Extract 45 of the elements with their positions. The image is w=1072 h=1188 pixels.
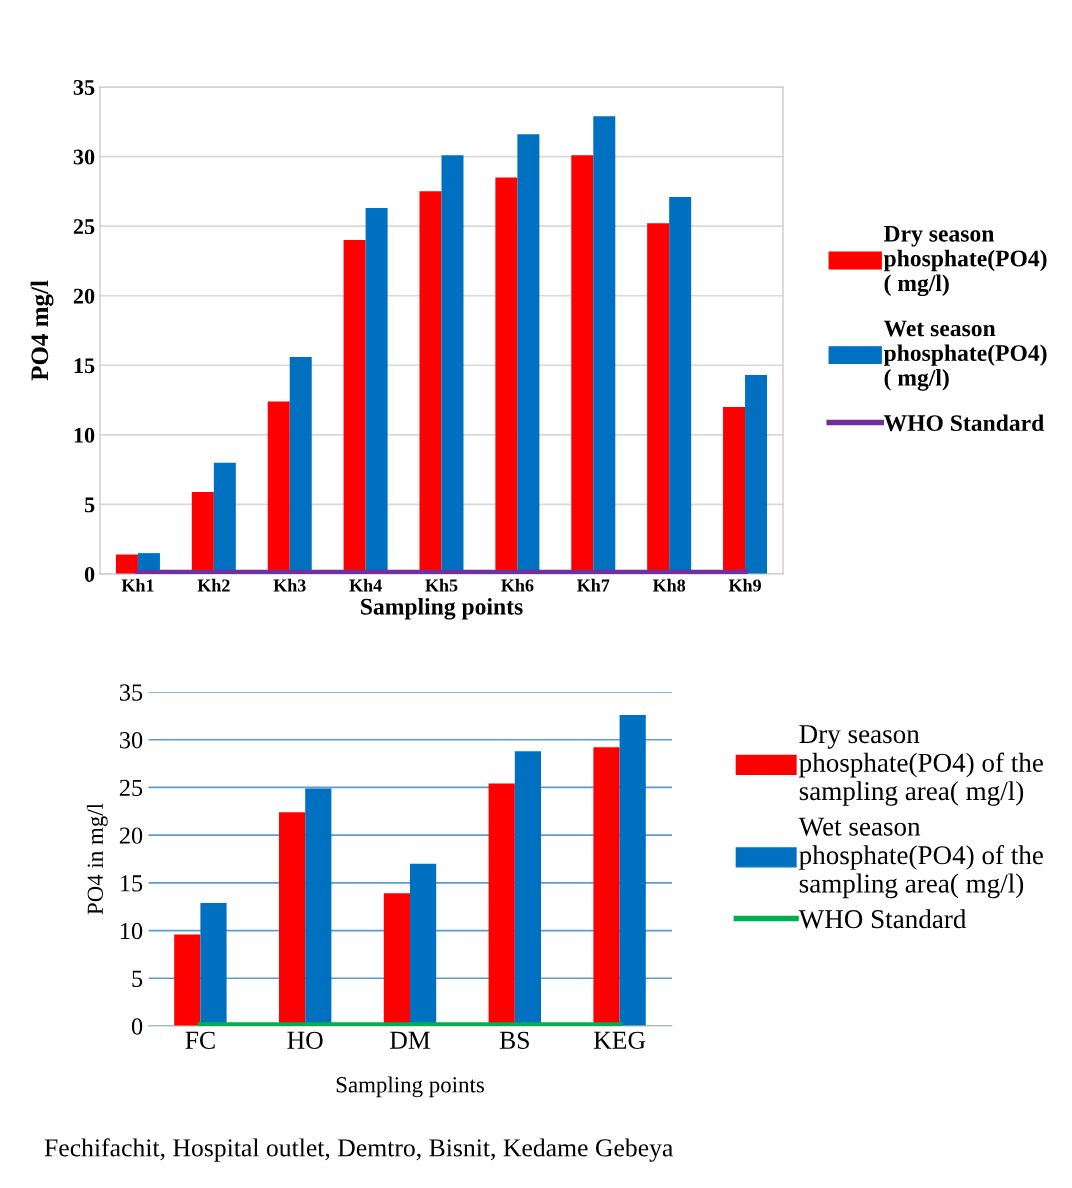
y-tick-label: 5: [132, 970, 143, 987]
x-tick-label: Kh6: [501, 578, 534, 592]
x-tick-label: Kh7: [577, 578, 610, 592]
y-tick-label: 15: [74, 358, 95, 374]
x-tick-label: KEG: [593, 1031, 646, 1049]
x-tick-label: DM: [390, 1031, 430, 1049]
x-tick-label: HO: [287, 1031, 323, 1049]
y-tick-label: 10: [74, 427, 95, 443]
x-axis-title: Sampling points: [361, 598, 523, 620]
x-tick-label: BS: [499, 1031, 529, 1049]
x-tick-label: Kh5: [425, 578, 458, 592]
x-tick-label: Kh1: [121, 578, 154, 592]
x-tick-label: Kh4: [349, 578, 382, 592]
bar: [619, 714, 646, 1026]
bar: [745, 375, 768, 574]
x-tick-label: Kh3: [273, 578, 306, 592]
y-tick-label: 30: [73, 149, 95, 165]
text: Fechifachit, Hospital outlet, Demtro, Bisnit, Kedame Gebeya: [44, 1138, 673, 1162]
y-tick-label: 25: [119, 779, 143, 797]
x-tick-label: FC: [185, 1031, 215, 1049]
legend-label: WHO Standard: [883, 414, 1045, 432]
y-tick-label: 0: [131, 1018, 143, 1035]
y-axis-title: PO4 in mg/l: [86, 803, 108, 915]
y-tick-label: 10: [120, 922, 143, 940]
legend-label: WHO Standard: [798, 909, 967, 929]
x-axis-title: Sampling points: [336, 1076, 484, 1098]
y-tick-label: 15: [120, 875, 143, 892]
legend-label: Wet season phosphate(PO4) ( mg/l): [883, 320, 1047, 391]
legend-label: Dry season phosphate(PO4) of the sampling area( mg/l): [799, 725, 1043, 806]
x-tick-label: Kh8: [652, 578, 686, 592]
x-tick-label: Kh2: [197, 578, 230, 592]
legend-label: Dry season phosphate(PO4) ( mg/l): [883, 225, 1047, 297]
y-tick-label: 20: [119, 827, 143, 844]
y-tick-label: 25: [73, 219, 95, 235]
y-tick-label: 20: [73, 288, 95, 304]
y-tick-label: 30: [120, 731, 143, 749]
y-tick-label: 35: [120, 684, 143, 701]
y-tick-label: 0: [84, 566, 95, 582]
legend-label: Wet season phosphate(PO4) of the sampling area( mg/l): [798, 817, 1043, 899]
y-axis-title: PO4 mg/l: [30, 280, 54, 381]
y-tick-label: 5: [84, 497, 95, 513]
bar: [115, 554, 138, 574]
x-tick-label: Kh9: [728, 578, 761, 592]
bar: [174, 934, 201, 1026]
y-tick-label: 35: [73, 79, 95, 95]
